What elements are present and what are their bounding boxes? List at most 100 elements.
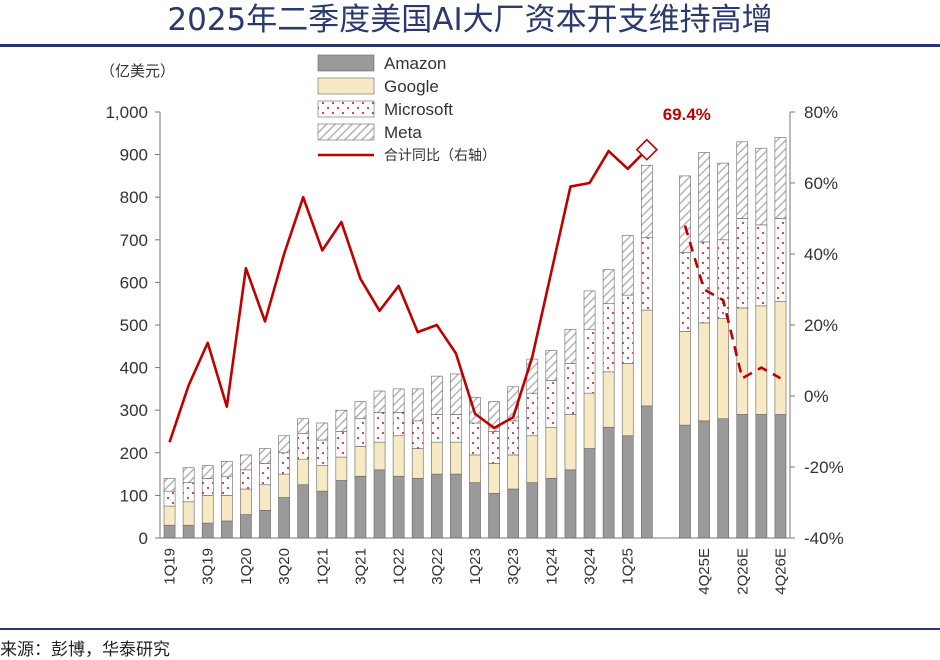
y-tick-label: 100 — [120, 486, 148, 505]
bar-amazon — [316, 490, 329, 539]
bar-google — [736, 307, 749, 415]
bar-microsoft — [373, 412, 386, 443]
bar-amazon — [679, 424, 691, 539]
bar-microsoft — [220, 475, 233, 496]
bar-microsoft — [240, 469, 252, 490]
bar-microsoft — [774, 218, 787, 302]
y-tick-label: 700 — [120, 231, 148, 250]
bar-microsoft — [564, 363, 577, 415]
bar-amazon — [736, 414, 749, 539]
bar-google — [717, 318, 730, 420]
footer-rule — [0, 628, 940, 630]
bar-microsoft — [430, 414, 443, 443]
bar-meta — [182, 467, 195, 483]
bar-google — [602, 371, 615, 428]
bar-meta — [755, 147, 768, 226]
x-tick-label: 1Q22 — [391, 548, 408, 585]
bar-amazon — [698, 420, 710, 539]
y-tick-label: 300 — [120, 401, 148, 420]
bar-amazon — [526, 482, 539, 539]
bar-amazon — [755, 414, 768, 539]
bar-google — [526, 435, 539, 483]
bar-amazon — [411, 478, 424, 539]
bar-google — [411, 448, 424, 479]
yoy-line-projected — [683, 225, 782, 381]
legend-label-google: Google — [384, 77, 439, 96]
bar-meta — [698, 152, 710, 243]
y2-tick-label: 60% — [804, 174, 838, 193]
bar-google — [679, 331, 691, 426]
bar-meta — [220, 461, 233, 477]
bar-microsoft — [392, 412, 405, 437]
bar-microsoft — [411, 420, 424, 449]
y2-tick-label: -20% — [804, 458, 844, 477]
bar-meta — [717, 162, 730, 241]
legend-swatch-microsoft — [317, 100, 375, 118]
bar-amazon — [602, 426, 615, 539]
bar-microsoft — [163, 490, 176, 507]
bar-microsoft — [679, 252, 691, 332]
y2-tick-label: 40% — [804, 245, 838, 264]
bar-microsoft — [526, 392, 539, 437]
bar-amazon — [430, 473, 443, 539]
bar-amazon — [450, 473, 462, 539]
bar-google — [335, 456, 348, 481]
legend-label-microsoft: Microsoft — [384, 100, 453, 119]
yoy-line — [168, 148, 648, 443]
bar-amazon — [640, 405, 653, 539]
bar-amazon — [335, 480, 348, 539]
bar-meta — [450, 373, 462, 415]
bar-microsoft — [717, 239, 730, 319]
bar-amazon — [469, 482, 481, 539]
bar-amazon — [392, 475, 405, 539]
x-tick-label: 1Q20 — [238, 548, 255, 585]
bar-google — [564, 414, 577, 471]
y-tick-label: 200 — [120, 444, 148, 463]
y2-tick-label: 20% — [804, 316, 838, 335]
bar-microsoft — [278, 452, 290, 475]
bar-google — [220, 495, 233, 522]
bar-microsoft — [755, 224, 768, 307]
bar-meta — [545, 350, 558, 381]
bar-microsoft — [698, 241, 710, 324]
bar-meta — [259, 448, 271, 464]
bar-google — [316, 465, 329, 492]
legend-swatch-amazon — [317, 54, 375, 72]
bar-amazon — [564, 469, 577, 539]
x-tick-label: 2Q26E — [734, 548, 751, 595]
x-tick-label: 3Q24 — [582, 548, 599, 585]
bar-microsoft — [583, 328, 596, 394]
y-tick-label: 1,000 — [105, 103, 148, 122]
legend-label-meta: Meta — [384, 123, 422, 142]
bar-amazon — [182, 524, 195, 539]
bar-google — [450, 441, 462, 475]
bar-microsoft — [450, 414, 462, 443]
bar-meta — [488, 401, 500, 432]
legend-swatch-google — [317, 77, 375, 95]
y2-tick-label: 80% — [804, 103, 838, 122]
bar-amazon — [545, 478, 558, 539]
bar-meta — [316, 422, 329, 441]
x-tick-label: 3Q19 — [200, 548, 217, 585]
bar-google — [545, 426, 558, 479]
bar-amazon — [774, 414, 787, 539]
bar-google — [640, 309, 653, 407]
legend-label-amazon: Amazon — [384, 54, 446, 73]
unit-label: （亿美元） — [100, 62, 176, 80]
bar-meta — [430, 375, 443, 415]
bar-google — [488, 463, 500, 494]
bar-meta — [640, 164, 653, 238]
bar-google — [259, 484, 271, 511]
bar-google — [278, 473, 290, 498]
x-tick-label: 3Q23 — [505, 548, 522, 585]
bar-google — [621, 363, 634, 437]
bar-meta — [392, 388, 405, 413]
bar-amazon — [583, 448, 596, 539]
bar-google — [583, 392, 596, 449]
bar-microsoft — [316, 439, 329, 466]
y-tick-label: 600 — [120, 273, 148, 292]
bar-meta — [163, 478, 176, 492]
x-tick-label: 1Q19 — [162, 548, 179, 585]
x-tick-label: 1Q21 — [314, 548, 331, 585]
